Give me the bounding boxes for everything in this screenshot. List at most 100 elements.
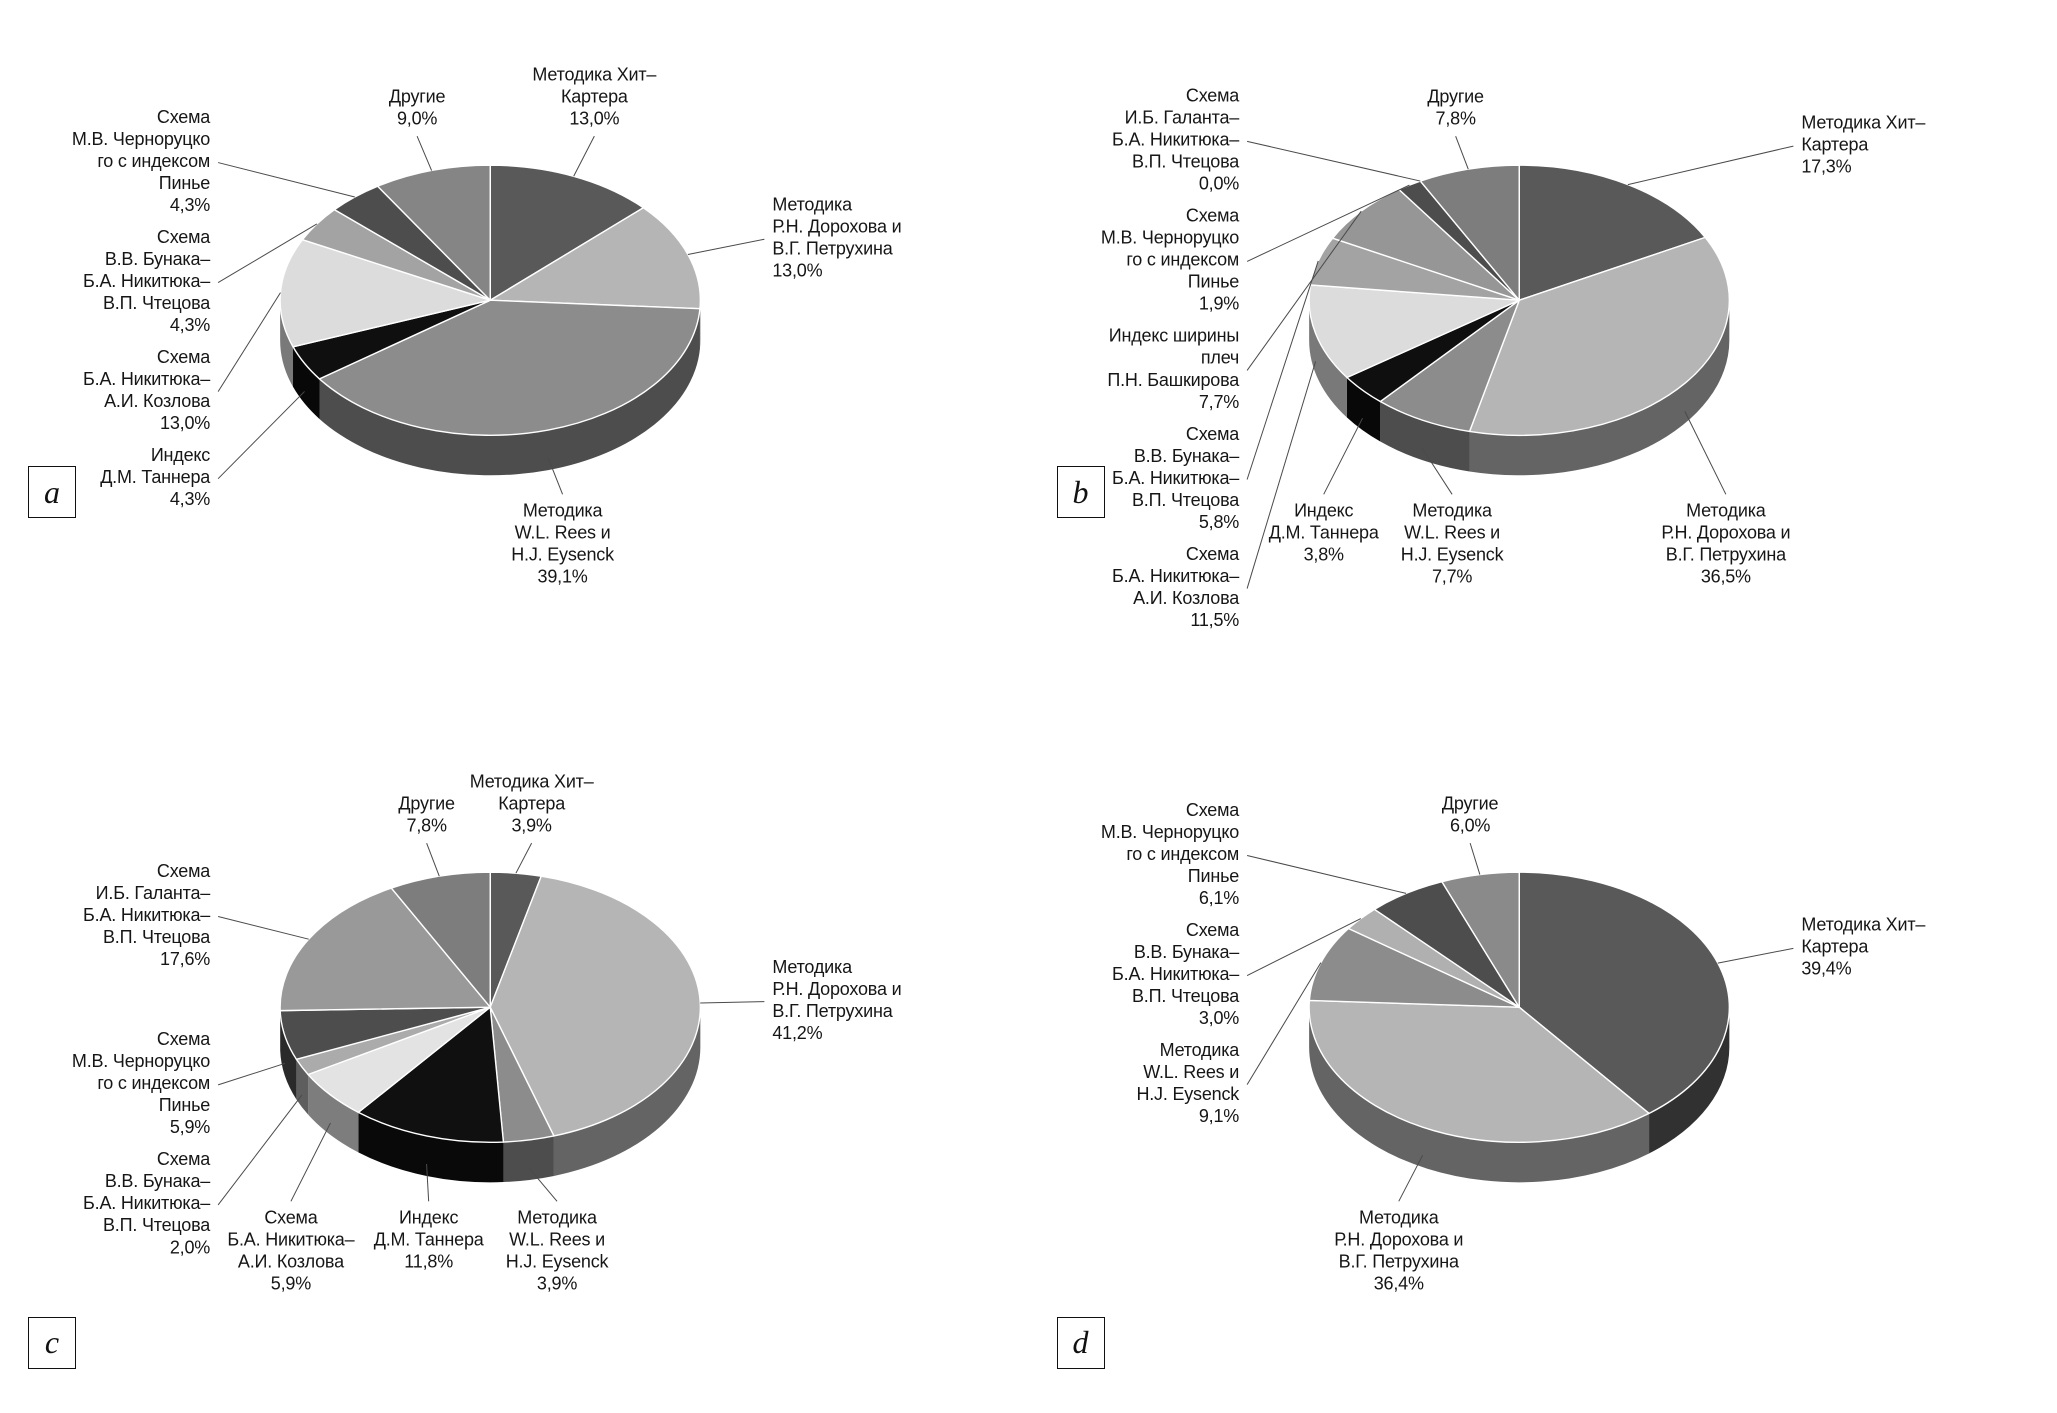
- pie-slice-side: [1648, 1006, 1729, 1153]
- leader-line: [1469, 842, 1480, 875]
- panel-letter-d: d: [1056, 1316, 1105, 1369]
- leader-line: [1717, 947, 1793, 964]
- pie-chart-d: Методика Хит– Картера 39,4% Методика Р.Н. До…: [1100, 793, 1925, 1293]
- pie-slice-side: [293, 346, 320, 419]
- slice-label: Схема И.Б. Галанта– Б.А. Никитюка– В.П. Чте…: [83, 860, 211, 968]
- slice-label: Методика W.L. Rees и H.J. Eysenck 9,1%: [1136, 1039, 1240, 1125]
- leader-line: [515, 842, 533, 873]
- slice-label: Методика Хит– Картера 17,3%: [1801, 112, 1925, 176]
- slice-label: Схема Б.А. Никитюка– А.И. Козлова 5,9%: [227, 1207, 354, 1293]
- slice-label: Другие 6,0%: [1441, 793, 1498, 835]
- pie-slice-side: [553, 1006, 701, 1176]
- leader-line: [1683, 411, 1726, 495]
- slice-label: Методика Хит– Картера 13,0%: [532, 64, 656, 128]
- leader-line: [217, 915, 309, 940]
- pie-slice: [1468, 236, 1730, 436]
- pie-slice-side: [1308, 300, 1347, 418]
- leader-line: [217, 292, 281, 392]
- slice-label: Схема Б.А. Никитюка– А.И. Козлова 13,0%: [83, 347, 211, 433]
- slice-label: Схема М.В. Черноруцко го с индексом Пинье 1,…: [1100, 206, 1239, 314]
- pie-chart-a: Методика Хит– Картера 13,0% Методика Р.Н. До…: [72, 64, 902, 587]
- panel-letter-b: b: [1056, 466, 1105, 518]
- leader-line: [1322, 417, 1363, 495]
- pie-slice: [1379, 299, 1520, 433]
- slice-label: Методика Р.Н. Дорохова и В.Г. Петрухина 41,…: [772, 956, 901, 1042]
- slice-label: Схема М.В. Черноруцко го с индексом Пинье 4,…: [72, 107, 211, 215]
- panel-d: Методика Хит– Картера 39,4% Методика Р.Н. До…: [1028, 706, 2057, 1413]
- panel-letter-a: a: [28, 466, 76, 518]
- leader-line: [1454, 135, 1469, 170]
- pie-slice: [390, 870, 491, 1008]
- leader-line: [1246, 917, 1361, 976]
- pie-slice-side: [280, 1010, 297, 1099]
- slice-label: Схема В.В. Бунака– Б.А. Никитюка– В.П. Чтец…: [83, 1149, 211, 1257]
- slice-label: Методика Р.Н. Дорохова и В.Г. Петрухина 13,…: [772, 195, 901, 281]
- pie-slice-side: [1308, 1006, 1649, 1182]
- leader-line: [1627, 145, 1793, 186]
- pie-slice-side: [308, 1074, 359, 1152]
- leader-line: [1246, 140, 1420, 182]
- leader-line: [1246, 184, 1410, 262]
- slice-label: Другие 9,0%: [389, 86, 446, 128]
- pie-slice: [279, 238, 491, 348]
- leader-line: [573, 135, 595, 177]
- pie-slice-side: [280, 300, 294, 387]
- pie-slice: [376, 164, 491, 301]
- leader-line: [700, 1000, 765, 1003]
- slice-label: Схема И.Б. Галанта– Б.А. Никитюка– В.П. Чте…: [1112, 86, 1240, 194]
- panel-c: Методика Хит– Картера 3,9% Методика Р.Н. Дор…: [0, 706, 1029, 1413]
- leader-line: [217, 1062, 285, 1085]
- leader-line: [1246, 210, 1362, 371]
- pie-slice: [489, 164, 645, 301]
- slice-label: Схема В.В. Бунака– Б.А. Никитюка– В.П. Чтец…: [1112, 919, 1240, 1027]
- leader-line: [1246, 961, 1321, 1085]
- pie-slice-side: [358, 1111, 504, 1182]
- leader-line: [217, 223, 318, 284]
- leader-line: [217, 391, 305, 480]
- slice-label: Методика Хит– Картера 3,9%: [470, 771, 594, 835]
- pie-slice: [1518, 164, 1706, 301]
- slice-label: Методика Р.Н. Дорохова и В.Г. Петрухина 36,…: [1334, 1207, 1463, 1293]
- leader-line: [1246, 260, 1319, 480]
- slice-label: Другие 7,8%: [398, 793, 455, 835]
- pie-slice: [1307, 999, 1650, 1143]
- slice-label: Методика W.L. Rees и H.J. Eysenck 3,9%: [506, 1207, 610, 1293]
- pie-slice: [357, 1006, 505, 1143]
- leader-line: [687, 238, 765, 255]
- pie-slice: [1419, 164, 1520, 301]
- slice-label: Схема М.В. Черноруцко го с индексом Пинье 5,…: [72, 1029, 211, 1137]
- pie-slice-side: [319, 308, 700, 476]
- slice-label: Методика Хит– Картера 39,4%: [1801, 914, 1925, 978]
- leader-line: [217, 1094, 303, 1205]
- slice-label: Индекс Д.М. Таннера 4,3%: [100, 445, 211, 509]
- slice-label: Индекс ширины плеч П.Н. Башкирова 7,7%: [1107, 326, 1240, 412]
- pie-chart-b: Методика Хит– Картера 17,3% Методика Р.Н. До…: [1100, 86, 1925, 630]
- leader-line: [290, 1122, 331, 1202]
- pie-slice-side: [296, 1058, 309, 1115]
- leader-line: [217, 162, 355, 198]
- panel-b: Методика Хит– Картера 17,3% Методика Р.Н. До…: [1028, 0, 2057, 707]
- pie-slice: [1440, 870, 1520, 1008]
- slice-label: Методика Р.Н. Дорохова и В.Г. Петрухина 36,…: [1661, 501, 1790, 587]
- slice-label: Методика W.L. Rees и H.J. Eysenck 7,7%: [1400, 501, 1504, 587]
- leader-line: [1246, 854, 1406, 894]
- leader-line: [528, 1167, 558, 1202]
- pie-chart-c: Методика Хит– Картера 3,9% Методика Р.Н. Дор…: [72, 771, 902, 1293]
- slice-label: Схема В.В. Бунака– Б.А. Никитюка– В.П. Чтец…: [1112, 424, 1240, 532]
- leader-line: [426, 842, 440, 876]
- leader-line: [426, 1163, 430, 1201]
- slice-label: Схема Б.А. Никитюка– А.И. Козлова 11,5%: [1112, 544, 1240, 630]
- slice-label: Методика W.L. Rees и H.J. Eysenck 39,1%: [511, 501, 615, 587]
- leader-line: [547, 457, 564, 495]
- pie-slice: [1307, 284, 1520, 379]
- panel-letter-c: c: [28, 1316, 76, 1369]
- pie-slice: [1518, 870, 1730, 1114]
- leader-line: [1397, 1154, 1423, 1202]
- pie-slice-side: [503, 1135, 554, 1182]
- slice-label: Другие 7,8%: [1427, 86, 1484, 128]
- pie-slice: [318, 299, 701, 436]
- pie-slice: [489, 874, 701, 1137]
- pie-slice: [489, 207, 702, 310]
- slice-label: Схема В.В. Бунака– Б.А. Никитюка– В.П. Чтец…: [83, 227, 211, 335]
- pie-slice-side: [1379, 401, 1470, 472]
